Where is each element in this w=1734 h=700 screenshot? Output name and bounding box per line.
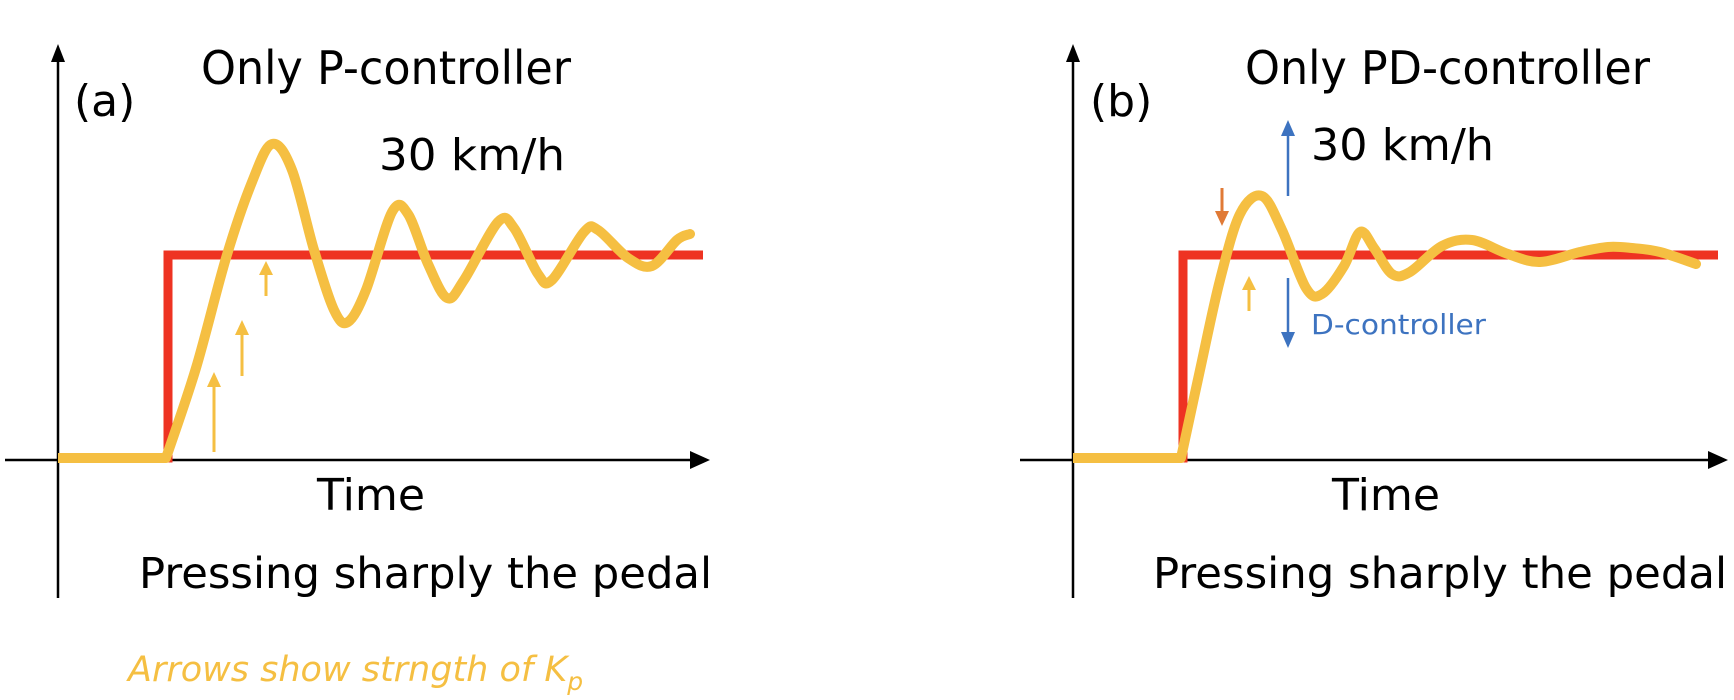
kp-arrows-note-text: Arrows show strngth of K [126,650,570,690]
panel-b-overshoot-arrow [1215,188,1229,226]
panel-b: (b) Only PD-controller 30 km/h D-control… [1020,41,1728,599]
overshoot-arrow-head [1215,211,1229,226]
kp-arrows-note: Arrows show strngth of Kp [126,650,583,696]
panel-a-label: (a) [74,76,135,127]
panel-a-x-label: Time [316,470,425,521]
panel-b-d-controller-label: D-controller [1311,308,1487,341]
panel-b-speed-label: 30 km/h [1311,120,1494,171]
kp-arrows-note-subscript: p [566,667,583,696]
panel-a-response-curve [161,138,695,463]
panel-b-x-axis-arrowhead [1708,451,1728,469]
panel-a-x-axis-arrowhead [690,451,710,469]
kp-arrow-large-head [207,372,221,387]
panel-b-caption: Pressing sharply the pedal [1153,549,1727,599]
panel-b-y-axis-arrowhead [1066,44,1080,62]
panel-b-x-label: Time [1331,470,1440,521]
panel-a-kp-arrows [207,261,273,452]
kp-arrow-medium-head [235,320,249,335]
d-arrow-up-head [1281,120,1295,136]
d-arrow-down-head [1281,332,1295,348]
panel-a: (a) Only P-controller 30 km/h Time Press… [5,41,712,599]
panel-a-title: Only P-controller [201,41,571,95]
panel-b-d-arrows [1281,120,1295,348]
panel-a-setpoint-step [60,250,703,463]
panel-b-setpoint-step [1075,250,1718,463]
panel-a-speed-label: 30 km/h [379,130,565,181]
panel-b-label: (b) [1090,76,1152,127]
panel-b-title: Only PD-controller [1245,41,1650,95]
panel-a-y-axis-arrowhead [51,44,65,62]
kp-arrow-small-head [259,261,273,275]
panel-a-caption: Pressing sharply the pedal [139,549,712,599]
panel-b-kp-arrow [1242,276,1256,311]
panel-b-response-curve [1176,190,1701,463]
kp-arrow-head [1242,276,1256,290]
